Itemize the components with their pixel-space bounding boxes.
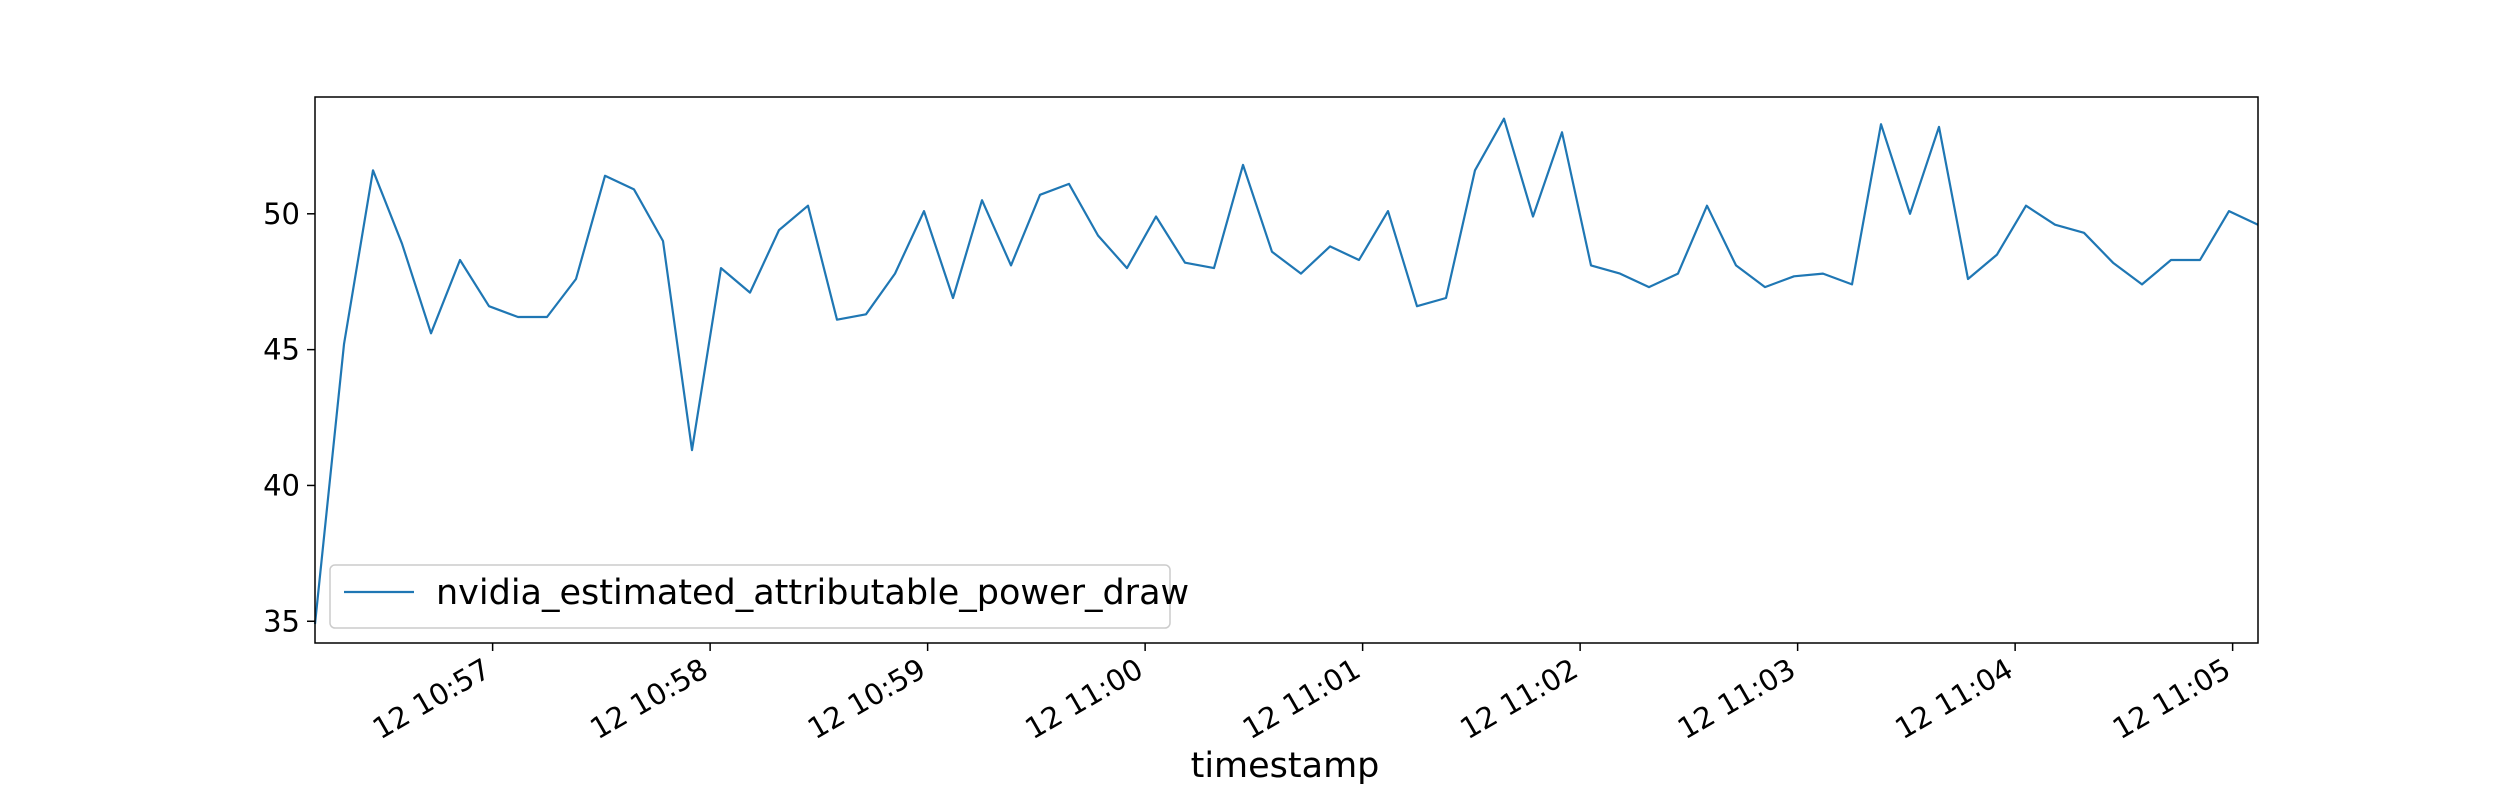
y-tick-label: 45 [263,333,300,367]
y-axis-ticks: 35 40 45 50 [263,197,315,638]
legend-label: nvidia_estimated_attributable_power_draw [436,573,1189,613]
x-tick-label: 12 11:05 [2107,652,2236,746]
y-tick-label: 50 [263,197,300,231]
plot-background [315,97,2258,643]
x-tick-label: 12 11:02 [1454,652,1583,746]
y-tick-label: 35 [263,604,300,638]
y-tick-label: 40 [263,468,300,502]
x-tick-label: 12 11:04 [1889,652,2018,746]
x-axis-ticks: 12 10:57 12 10:58 12 10:59 12 11:00 12 11:01… [367,643,2236,746]
legend-box [329,564,1171,629]
plot-frame [314,96,2259,644]
x-tick-label: 12 11:00 [1019,652,1148,746]
x-tick-label: 12 10:57 [367,652,496,746]
x-tick-label: 12 10:59 [802,652,931,746]
legend[interactable]: nvidia_estimated_attributable_power_draw [329,564,1189,629]
series-line-nvidia-power[interactable] [313,117,2259,625]
plot-area [313,96,2259,644]
x-tick-label: 12 11:03 [1672,652,1801,746]
x-tick-label: 12 10:58 [584,652,713,746]
x-tick-label: 12 11:01 [1237,652,1366,746]
x-axis-label: timestamp [1191,746,1380,786]
